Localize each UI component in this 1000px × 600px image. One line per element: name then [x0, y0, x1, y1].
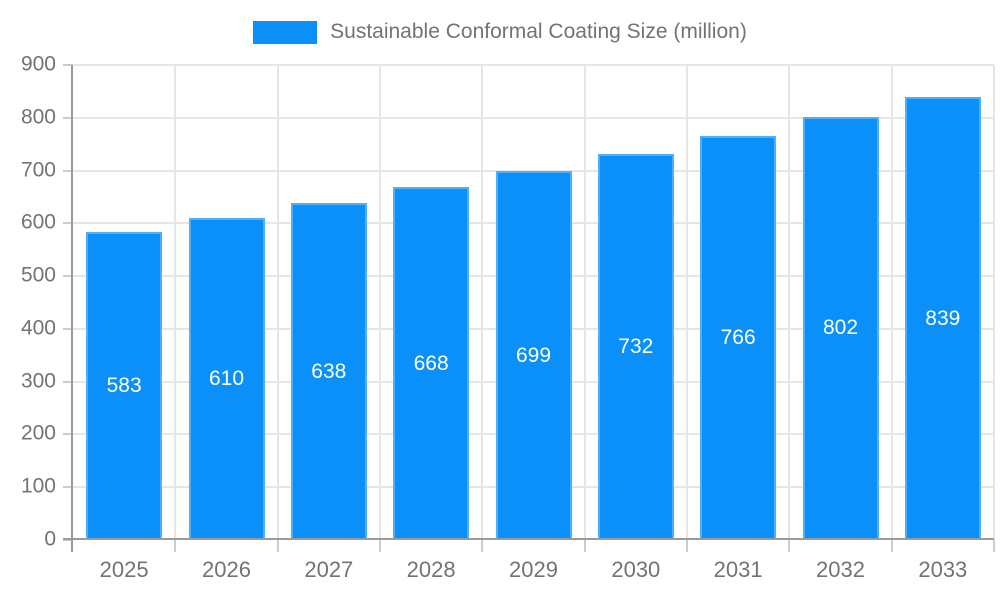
legend-label: Sustainable Conformal Coating Size (mill…: [330, 20, 747, 43]
bar-value-label: 583: [106, 374, 142, 398]
y-tick-label: 900: [20, 52, 56, 76]
y-tick-label: 300: [20, 369, 56, 393]
y-tick-label: 200: [20, 421, 56, 445]
x-tick-mark: [583, 540, 586, 552]
gridline-vertical: [788, 65, 791, 540]
bar-value-label: 839: [925, 306, 961, 330]
bar-2031[interactable]: 766: [700, 135, 777, 540]
bar-value-label: 802: [822, 316, 859, 340]
x-axis-line: [63, 538, 994, 540]
bar-value-label: 699: [515, 343, 552, 367]
x-tick-mark: [993, 540, 995, 552]
x-tick-label: 2031: [713, 557, 763, 582]
y-tick-mark: [63, 169, 73, 172]
legend-swatch: [253, 20, 318, 44]
x-tick-label: 2025: [99, 557, 149, 582]
gridline-horizontal: [73, 64, 994, 66]
gridline-vertical: [993, 65, 995, 540]
y-tick-label: 0: [44, 527, 56, 551]
bar-2032[interactable]: 802: [802, 116, 879, 540]
legend: Sustainable Conformal Coating Size (mill…: [0, 20, 1000, 44]
x-tick-label: 2027: [304, 557, 354, 582]
gridline-horizontal: [73, 116, 994, 119]
y-tick-label: 100: [20, 474, 56, 498]
bar-2025[interactable]: 583: [86, 232, 163, 540]
gridline-vertical: [890, 65, 893, 540]
bar-value-label: 638: [311, 359, 347, 383]
gridline-vertical: [686, 65, 688, 540]
bar-2029[interactable]: 699: [495, 171, 572, 540]
x-tick-label: 2026: [202, 557, 251, 582]
bar-2026[interactable]: 610: [188, 218, 265, 540]
x-tick-label: 2028: [406, 557, 456, 582]
y-axis-line: [71, 65, 73, 552]
y-tick-mark: [63, 539, 73, 541]
bar-2028[interactable]: 668: [393, 187, 470, 540]
x-tick-mark: [890, 540, 893, 552]
gridline-vertical: [276, 65, 279, 540]
x-tick-label: 2030: [611, 557, 661, 582]
x-tick-label: 2032: [816, 557, 865, 582]
y-tick-mark: [63, 380, 73, 383]
gridline-vertical: [481, 65, 484, 540]
bar-2033[interactable]: 839: [904, 97, 981, 540]
bar-value-label: 668: [413, 351, 449, 375]
y-tick-label: 400: [20, 316, 56, 340]
y-tick-mark: [63, 486, 73, 489]
bar-2030[interactable]: 732: [597, 153, 674, 540]
x-tick-label: 2029: [509, 557, 558, 582]
gridline-vertical: [583, 65, 586, 540]
x-tick-mark: [686, 540, 688, 552]
plot-area: 0 100 200 300 400 500 600 700 800 900 583 2025 610 20…: [21, 53, 995, 582]
y-tick-label: 500: [20, 263, 56, 287]
x-tick-mark: [379, 540, 381, 552]
x-tick-mark: [788, 540, 791, 552]
y-tick-mark: [63, 64, 73, 66]
y-tick-mark: [63, 275, 73, 278]
gridline-vertical: [379, 65, 381, 540]
y-tick-mark: [63, 327, 73, 330]
legend-item[interactable]: Sustainable Conformal Coating Size (mill…: [253, 20, 747, 44]
bar-value-label: 732: [618, 334, 654, 358]
gridline-vertical: [174, 65, 177, 540]
y-tick-mark: [63, 222, 73, 225]
x-tick-mark: [481, 540, 484, 552]
x-tick-mark: [174, 540, 177, 552]
bar-2027[interactable]: 638: [290, 203, 367, 540]
y-tick-mark: [63, 433, 73, 436]
y-tick-label: 600: [20, 210, 56, 234]
y-tick-label: 700: [20, 158, 56, 182]
y-tick-label: 800: [20, 105, 56, 129]
gridline-horizontal: [73, 169, 994, 172]
y-tick-mark: [63, 116, 73, 119]
bar-value-label: 766: [720, 325, 756, 349]
x-tick-mark: [276, 540, 279, 552]
bar-value-label: 610: [208, 367, 245, 391]
x-tick-label: 2033: [918, 557, 968, 582]
